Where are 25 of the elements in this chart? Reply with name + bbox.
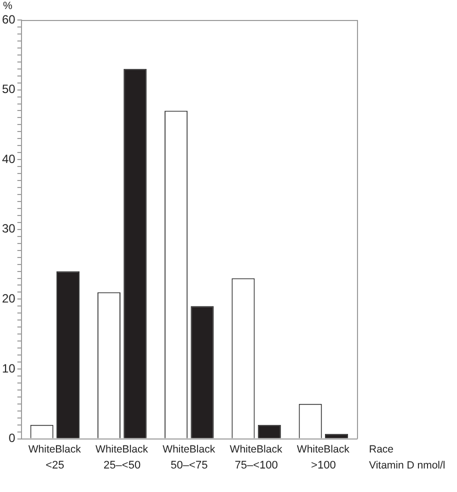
y-tick-label: 10 [2,361,16,376]
y-tick-label: 20 [2,292,16,306]
text: Black [189,444,216,456]
y-tick-label: 40 [2,152,16,166]
series-label: Black [55,444,82,456]
text: White [296,444,324,456]
text: White [162,444,190,456]
y-tick-label: 0 [8,431,16,446]
x-tick-label: 75–<100 [234,459,278,472]
text: Black [256,444,282,456]
x-tick-label: 50–<75 [170,459,208,472]
series-label: White [230,444,257,456]
x-tick-label: <25 [46,459,64,472]
y-tick-label: 50 [2,82,16,96]
text: Black [122,444,148,456]
x-axis-title: Vitamin D nmol/l [369,460,446,472]
legend-title: Race [369,444,394,456]
x-tick-label: 25–<50 [104,459,141,472]
y-axis-title: % [3,0,12,12]
text: White [28,444,56,456]
text: White [96,444,122,456]
y-tick-label: 30 [2,222,16,236]
x-tick-label: >100 [311,459,336,472]
y-tick-label: 60 [2,12,16,26]
text: Black [324,444,350,456]
